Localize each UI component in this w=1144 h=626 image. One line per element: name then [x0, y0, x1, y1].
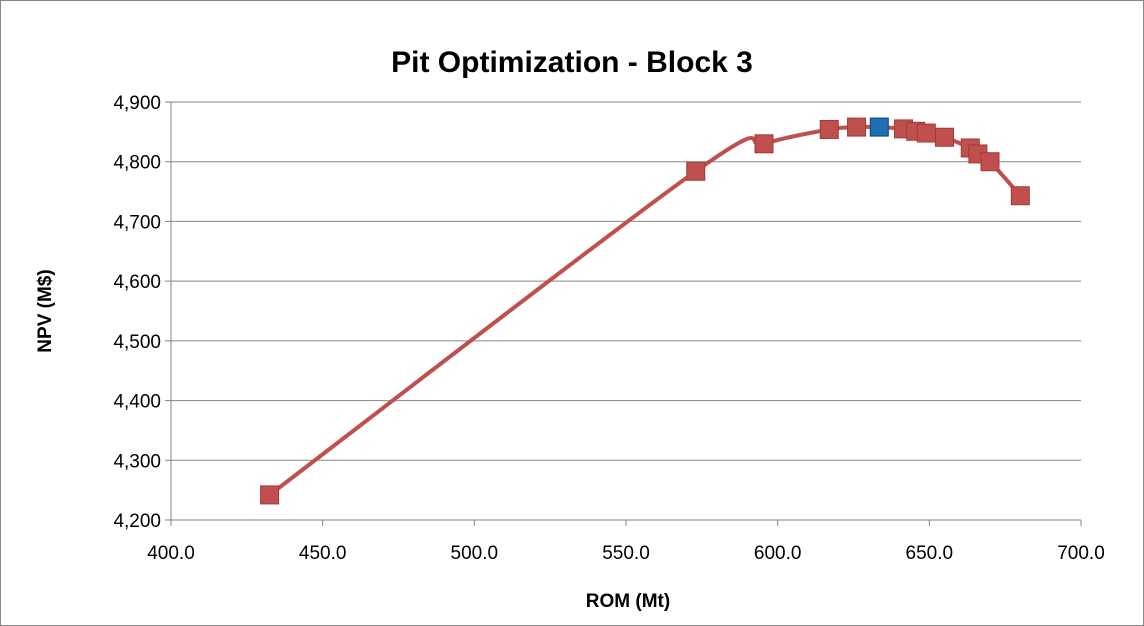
y-tick-label: 4,800 — [113, 153, 161, 174]
x-tick-label: 600.0 — [754, 543, 802, 564]
data-point — [819, 119, 839, 139]
highlighted-data-point — [869, 117, 889, 137]
y-tick-label: 4,200 — [113, 511, 161, 532]
series-line — [267, 124, 1023, 497]
data-point — [754, 134, 774, 154]
x-tick-label: 550.0 — [602, 543, 650, 564]
y-tick-label: 4,900 — [113, 93, 161, 114]
data-point — [916, 123, 936, 143]
x-tick-label: 700.0 — [1057, 543, 1105, 564]
y-axis-title: NPV (M$) — [35, 269, 56, 352]
line-layer — [267, 124, 1023, 497]
y-tick-label: 4,500 — [113, 332, 161, 353]
y-tick-label: 4,400 — [113, 392, 161, 413]
marker-layer — [260, 117, 1030, 505]
data-point — [686, 161, 706, 181]
data-point — [847, 117, 867, 137]
x-axis-title: ROM (Mt) — [586, 591, 670, 612]
x-tick-label: 500.0 — [451, 543, 499, 564]
grid-layer — [171, 101, 1081, 461]
y-tick-label: 4,600 — [113, 272, 161, 293]
data-point — [1010, 186, 1030, 206]
x-tick-label: 650.0 — [906, 543, 954, 564]
data-point — [260, 485, 280, 505]
y-tick-label: 4,300 — [113, 451, 161, 472]
x-tick-label: 450.0 — [299, 543, 347, 564]
x-tick-label: 400.0 — [147, 543, 195, 564]
data-point — [980, 152, 1000, 172]
data-point — [935, 127, 954, 147]
axis-layer: 4,200 4,300 4,400 4,500 4,600 4,700 4,800 4,900… — [113, 93, 1104, 564]
chart-title: Pit Optimization - Block 3 — [391, 46, 753, 79]
y-tick-label: 4,700 — [113, 212, 161, 233]
